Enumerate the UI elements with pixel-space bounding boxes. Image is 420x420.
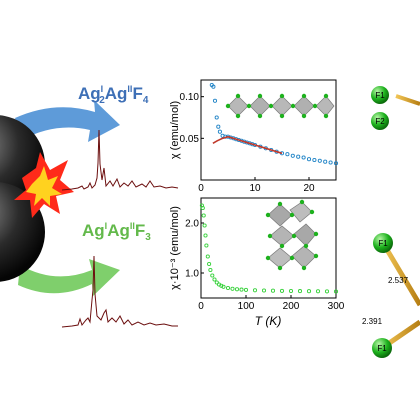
atom-label-f1-upper: F1 [375,91,385,100]
x-tick-label: 300 [328,301,345,312]
structure-inset-top [225,93,335,119]
data-point [328,160,333,165]
data-point [204,243,209,248]
atom-f2 [371,112,389,130]
y-axis-label-top: χ (emu/mol) [169,101,181,159]
data-point [214,115,219,120]
x-tick-label: 0 [198,301,204,312]
x-tick-label: 100 [238,301,255,312]
series-group-top [209,82,339,166]
data-point [211,84,216,89]
data-point [279,288,285,293]
structure-inset-bottom [265,199,319,271]
data-point [214,280,219,285]
data-point [212,98,218,103]
data-point [323,159,328,164]
green-arrow-shape [18,259,120,296]
data-point [219,283,224,288]
bond-distance-1: 2.537 [388,276,409,285]
data-point [306,157,312,162]
data-point [290,153,295,158]
data-point [333,161,339,166]
chart-bottom: 0 100 200 300 1.0 2.0 χ·10⁻³ (emu/mol) T (K) [169,197,345,328]
collision-illustration [0,100,120,296]
data-point [230,286,235,291]
y-tick-label: 2.0 [185,219,199,230]
impact-burst-core [26,166,62,206]
data-point [270,288,276,293]
atom-f1-upper [371,86,389,104]
structure-fragment-lower: F1 F1 2.537 2.391 [362,233,420,358]
bond-distance-2: 2.391 [362,317,383,326]
data-point [208,267,213,273]
atom-f1-lower [372,338,392,358]
data-point [212,277,217,282]
formula-top: AgI 2AgIIF4 [78,84,149,106]
data-point [297,289,303,294]
data-point [234,287,240,292]
axis-ticks-top: 0 10 20 0.05 0.10 [180,92,315,194]
data-point [221,284,226,289]
data-point [312,157,317,163]
x-tick-label: 0 [198,183,204,194]
atom-f1-middle [373,233,393,253]
data-point [296,154,301,159]
data-point [324,289,330,294]
data-point [225,285,231,291]
blue-arrow-shape [15,100,120,142]
data-point [216,124,221,129]
plot-frame-top [200,79,337,181]
spectrum-top [61,129,179,191]
structure-fragment-upper: F1 F2 [371,86,420,130]
y-axis-label-bottom: χ·10⁻³ (emu/mol) [169,206,181,290]
x-tick-label: 20 [303,183,315,194]
data-point [207,261,212,267]
atom-label-f1-middle: F1 [378,239,388,248]
series-group-bottom [199,203,339,294]
data-point [203,233,208,238]
atom-label-f1-lower: F1 [377,344,387,353]
atom-label-f2: F2 [375,117,385,126]
data-point [261,288,267,293]
data-point [285,152,290,157]
data-point [217,129,222,134]
data-point [315,289,321,294]
data-point [317,158,322,163]
y-tick-label: 0.10 [180,92,200,103]
plot-frame-bottom [200,197,337,299]
x-tick-label: 10 [249,183,261,194]
data-point [306,289,312,294]
chart-top: 0 10 20 0.05 0.10 χ (emu/mol) [169,79,339,194]
x-axis-label-bottom: T (K) [255,314,282,328]
data-point [333,289,339,294]
data-point [205,254,210,259]
data-point [239,287,244,292]
y-tick-label: 1.0 [185,269,199,280]
spectrum-bottom [61,255,178,328]
series-line [212,135,283,155]
data-point [210,273,215,278]
data-point [201,213,206,218]
formula-bottom: AgIAgIIF3 [82,221,151,243]
data-point [288,288,294,294]
data-point [202,223,207,228]
x-tick-label: 200 [283,301,300,312]
data-point [301,155,306,160]
data-point [200,205,205,211]
y-tick-label: 0.05 [180,134,200,145]
data-point [243,287,249,292]
axis-ticks-bottom: 0 100 200 300 1.0 2.0 [185,219,345,313]
data-point [252,288,258,293]
